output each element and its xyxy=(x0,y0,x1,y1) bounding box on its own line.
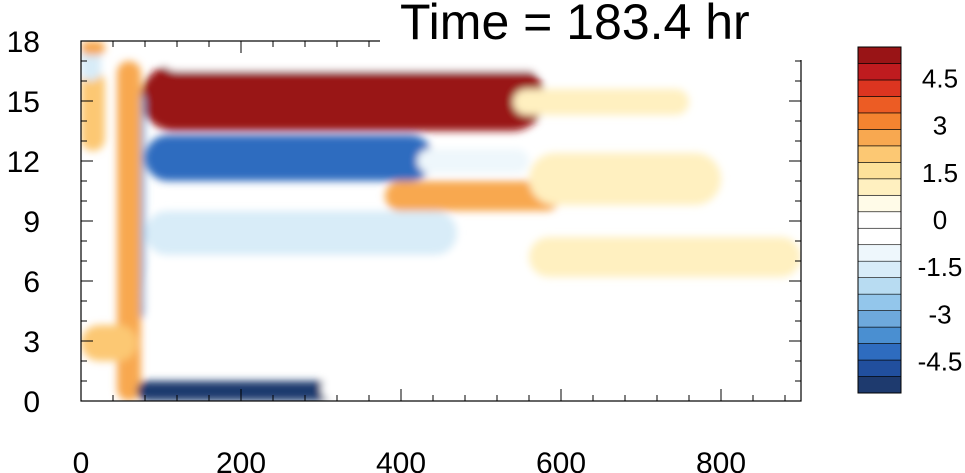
colorbar-swatch xyxy=(857,129,902,147)
chart-title: Time = 183.4 hr xyxy=(380,0,810,60)
colorbar-label: 1.5 xyxy=(922,158,958,188)
x-tick-label: 600 xyxy=(536,447,586,473)
colorbar-swatch xyxy=(857,359,902,377)
colorbar-label: -4.5 xyxy=(918,347,963,377)
field-region-2 xyxy=(145,135,433,181)
colorbar-swatch xyxy=(857,260,902,278)
colorbar-swatch xyxy=(857,112,902,130)
colorbar-swatch xyxy=(857,211,902,229)
field-region-3 xyxy=(417,149,529,173)
colorbar-swatch xyxy=(857,343,902,361)
colorbar-label: -3 xyxy=(928,299,951,329)
colorbar-swatch xyxy=(857,194,902,213)
colorbar-swatch xyxy=(857,277,902,295)
field-region-0 xyxy=(141,65,545,131)
field-region-7 xyxy=(529,237,801,277)
colorbar-frame xyxy=(857,46,902,394)
colorbar-label: 3 xyxy=(933,111,947,141)
colorbar-swatch xyxy=(857,162,902,180)
colorbar-swatch xyxy=(857,293,902,311)
field-region-8 xyxy=(145,261,529,331)
field-region-15 xyxy=(81,41,105,55)
y-tick-label: 9 xyxy=(23,206,40,239)
colorbar-label: -1.5 xyxy=(918,252,963,282)
colorbar-swatch xyxy=(857,96,902,114)
y-tick-label: 18 xyxy=(7,26,40,59)
colorbar-swatch xyxy=(857,79,902,97)
x-tick-label: 400 xyxy=(376,447,426,473)
field-region-13 xyxy=(81,71,105,151)
field-region-6 xyxy=(145,211,457,255)
y-tick-label: 6 xyxy=(23,266,40,299)
colorbar-swatch xyxy=(857,227,902,246)
colorbar-label: 4.5 xyxy=(922,63,958,93)
colorbar-swatch xyxy=(857,63,902,81)
field-region-1 xyxy=(513,89,689,115)
field-region-11 xyxy=(137,381,353,401)
y-tick-label: 0 xyxy=(23,386,40,419)
colorbar-swatch xyxy=(857,46,902,64)
x-tick-label: 0 xyxy=(73,447,90,473)
y-tick-label: 15 xyxy=(7,86,40,119)
x-tick-label: 200 xyxy=(216,447,266,473)
colorbar-label: 0 xyxy=(933,205,947,235)
field-region-5 xyxy=(529,153,721,205)
y-tick-label: 3 xyxy=(23,326,40,359)
colorbar-swatch xyxy=(857,310,902,328)
field-region-10 xyxy=(117,61,141,401)
colorbar-swatch xyxy=(857,376,902,394)
y-tick-label: 12 xyxy=(7,146,40,179)
colorbar-swatch xyxy=(857,244,902,262)
colorbar-swatch xyxy=(857,178,902,196)
field-region-16 xyxy=(81,325,137,361)
field-region-4 xyxy=(385,181,561,211)
colorbar-swatch xyxy=(857,145,902,163)
colorbar-swatch xyxy=(857,326,902,344)
x-tick-label: 800 xyxy=(696,447,746,473)
